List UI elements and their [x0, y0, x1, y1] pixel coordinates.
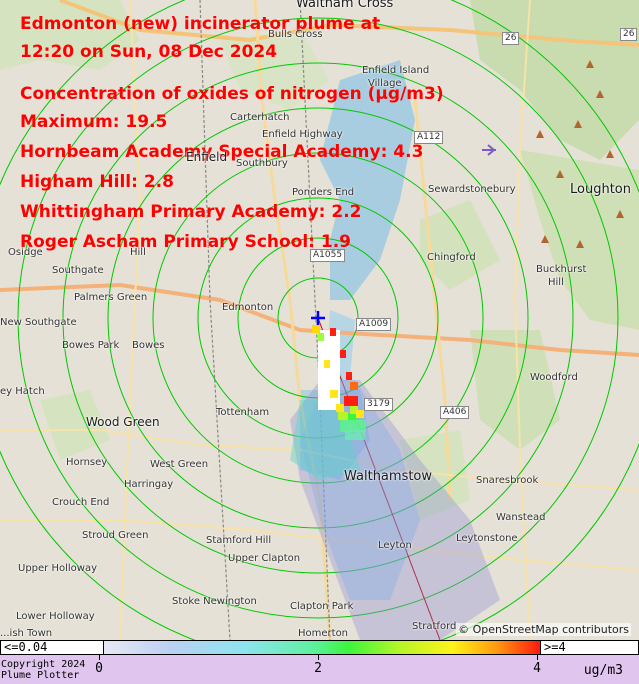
place-leyton: Leyton — [378, 540, 412, 551]
place-new-southgate: New Southgate — [0, 317, 77, 328]
receptor-higham-hill: Higham Hill: 2.8 — [20, 172, 174, 192]
place-homerton: Homerton — [298, 628, 349, 639]
reservoir — [320, 60, 415, 300]
map-graphics — [0, 0, 639, 640]
place-leytonstone: Leytonstone — [456, 533, 518, 544]
place-upper-holloway: Upper Holloway — [18, 563, 97, 574]
place-southbury: Southbury — [236, 158, 288, 169]
place-sewardstonebury: Sewardstonebury — [428, 184, 516, 195]
plume-title: Edmonton (new) incinerator plume at — [20, 14, 381, 34]
place-buckhurst: Buckhurst — [536, 264, 587, 275]
legend-tick-label-4: 4 — [533, 661, 541, 676]
road-a406: A406 — [440, 406, 470, 419]
legend-tick-label-2: 2 — [314, 661, 322, 676]
place-stoke-newington: Stoke Newington — [172, 596, 257, 607]
place-southgate: Southgate — [52, 265, 104, 276]
legend-unit: ug/m3 — [583, 663, 623, 678]
legend-gradient-bar — [104, 640, 540, 655]
place-carterhatch: Carterhatch — [230, 112, 290, 123]
road-a112: A112 — [414, 131, 444, 144]
legend-tick-0 — [99, 655, 100, 660]
road-a1009: A1009 — [356, 318, 392, 331]
place-tottenham: Tottenham — [216, 407, 270, 418]
plume-time: 12:20 on Sun, 08 Dec 2024 — [20, 42, 278, 62]
place-hornsey: Hornsey — [66, 457, 108, 468]
legend-tick-4 — [537, 655, 538, 660]
place-stamford-hill: Stamford Hill — [206, 535, 272, 546]
place-clapton-park: Clapton Park — [290, 601, 354, 612]
map-view[interactable]: Edmonton (new) incinerator plume at 12:2… — [0, 0, 639, 640]
place-islington: ...ish Town — [0, 628, 53, 639]
place-enfield-highway: Enfield Highway — [262, 129, 343, 140]
receptor-whittingham: Whittingham Primary Academy: 2.2 — [20, 202, 362, 222]
place-bowes: Bowes — [132, 340, 165, 351]
road-a1055: A1055 — [310, 249, 346, 262]
place-bowes-park: Bowes Park — [62, 340, 120, 351]
road-b3179: 3179 — [364, 398, 393, 411]
place-osidge: Osidge — [8, 247, 43, 258]
place-enfield: Enfield — [186, 150, 228, 164]
place-hatch: ey Hatch — [0, 386, 45, 397]
legend-tick-2 — [318, 655, 319, 660]
receptor-roger-ascham: Roger Ascham Primary School: 1.9 — [20, 232, 352, 252]
place-walthamstow: Walthamstow — [344, 469, 433, 484]
plume — [312, 325, 366, 440]
copyright-notice: Copyright 2024 Plume Plotter — [1, 659, 86, 681]
source-marker — [311, 311, 325, 325]
place-wanstead: Wanstead — [496, 512, 546, 523]
legend-high-label: >=4 — [540, 640, 639, 655]
place-ponders-end: Ponders End — [292, 187, 355, 198]
place-stroud-green: Stroud Green — [82, 530, 149, 541]
road-m25-a: 26 — [502, 32, 520, 45]
place-crouch-end: Crouch End — [52, 497, 110, 508]
place-bulls-cross: Bulls Cross — [268, 29, 323, 40]
road-m25-b: 26 — [620, 28, 638, 41]
place-waltham-cross: Waltham Cross — [296, 0, 394, 11]
place-palmers-green: Palmers Green — [74, 292, 148, 303]
place-village: Village — [368, 78, 402, 89]
place-edmonton: Edmonton — [222, 302, 274, 313]
place-buckhurst-hill: Hill — [548, 277, 564, 288]
distance-rings — [0, 0, 639, 640]
place-upper-clapton: Upper Clapton — [228, 553, 301, 564]
maximum-value: Maximum: 19.5 — [20, 112, 168, 132]
place-stratford: Stratford — [412, 621, 457, 632]
pollutant-heading: Concentration of oxides of nitrogen (μg/… — [20, 84, 444, 104]
place-wood-green: Wood Green — [86, 415, 160, 429]
place-enfield-island: Enfield Island — [362, 65, 430, 76]
place-hill: Hill — [130, 247, 146, 258]
legend-tick-label-0: 0 — [95, 661, 103, 676]
legend-low-label: <=0.04 — [0, 640, 104, 655]
place-snaresbrook: Snaresbrook — [476, 475, 539, 486]
place-lower-holloway: Lower Holloway — [16, 611, 95, 622]
receptor-hornbeam: Hornbeam Academy Special Academy: 4.3 — [20, 142, 424, 162]
map-attribution[interactable]: © OpenStreetMap contributors — [456, 623, 631, 636]
place-chingford: Chingford — [427, 252, 476, 263]
place-loughton: Loughton — [570, 182, 631, 197]
place-woodford: Woodford — [530, 372, 578, 383]
color-legend: <=0.04 >=4 0 2 4 ug/m3 Copyright 2024 Pl… — [0, 640, 639, 684]
place-west-green: West Green — [150, 459, 209, 470]
place-harringay: Harringay — [124, 479, 174, 490]
